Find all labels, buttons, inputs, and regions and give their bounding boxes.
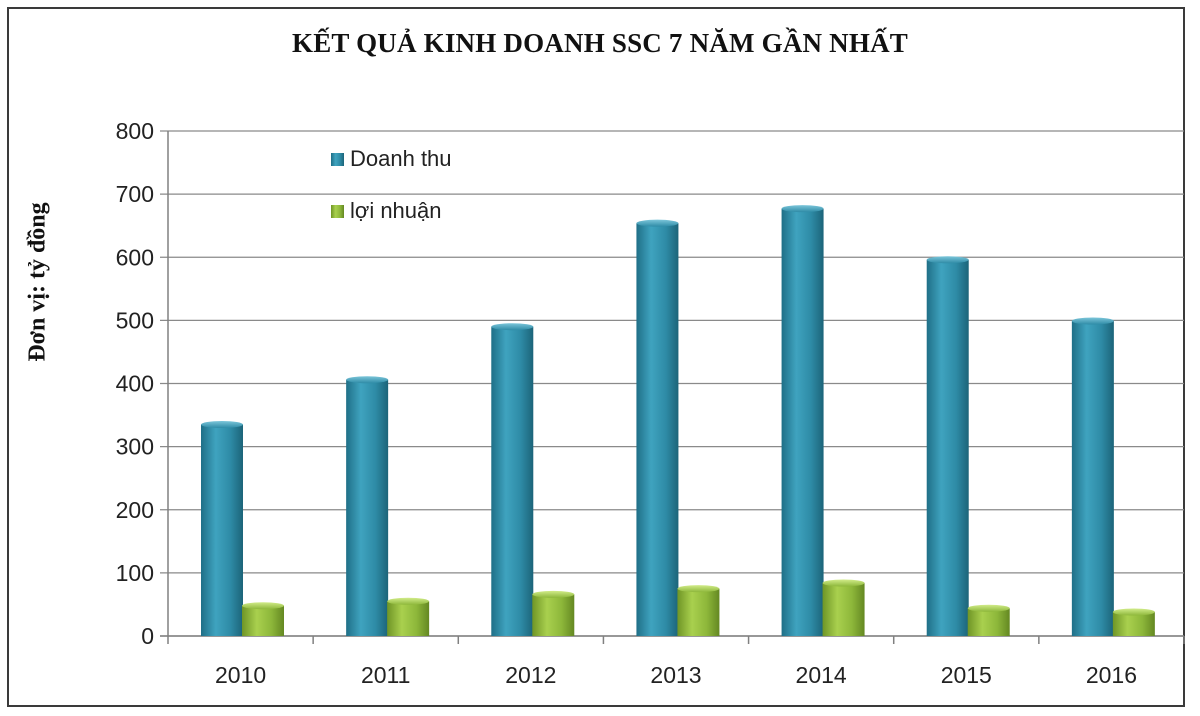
bar-profit [1112,612,1155,636]
bar-revenue [201,424,243,636]
bar-top-revenue [491,323,534,331]
y-tick-label: 600 [116,244,154,270]
bar-top-profit [387,597,430,605]
x-tick-label: 2013 [650,662,701,688]
y-tick-label: 400 [116,371,154,397]
bar-profit [822,582,865,636]
bar-top-profit [677,585,720,593]
y-tick-label: 500 [116,307,154,333]
x-tick-label: 2016 [1086,662,1137,688]
bar-top-revenue [1071,317,1114,325]
bars [201,205,1155,637]
bar-revenue [636,223,679,636]
legend-label: Doanh thu [350,146,452,171]
y-tick-label: 200 [116,497,154,523]
bar-revenue [346,379,389,636]
x-tick-label: 2012 [505,662,556,688]
bar-top-revenue [781,205,824,213]
tick-labels: 0 100 200 300 400 500 600 700 800 2010 2011 2012 201… [116,118,1137,688]
chart-title: KẾT QUẢ KINH DOANH SSC 7 NĂM GẦN NHẤT [292,28,908,58]
bar-top-profit [532,590,575,598]
y-tick-label: 300 [116,434,154,460]
legend-swatch [331,153,344,166]
bar-top-revenue [346,376,389,384]
bar-profit [387,601,430,636]
bar-revenue [926,259,969,636]
bar-profit [677,588,720,636]
legend-label: lợi nhuận [350,198,442,223]
bar-revenue [781,208,824,637]
bar-revenue [1071,321,1114,636]
x-tick-label: 2015 [941,662,992,688]
bar-top-profit [822,579,865,587]
x-tick-label: 2010 [215,662,266,688]
bar-profit [242,605,284,636]
bar-top-revenue [201,421,243,429]
x-tick-label: 2014 [796,662,847,688]
bar-top-revenue [636,219,679,227]
y-tick-label: 700 [116,181,154,207]
bar-profit [967,608,1010,636]
legend: Doanh thu lợi nhuận [331,146,452,223]
bar-top-revenue [926,256,969,264]
bar-top-profit [1112,608,1155,616]
bar-revenue [491,326,534,636]
y-tick-label: 800 [116,118,154,144]
x-tick-label: 2011 [361,662,410,688]
bar-profit [532,594,575,636]
bar-top-profit [967,604,1010,612]
legend-swatch [331,205,344,218]
bar-top-profit [242,602,284,610]
y-tick-label: 100 [116,560,154,586]
y-tick-label: 0 [141,623,154,649]
